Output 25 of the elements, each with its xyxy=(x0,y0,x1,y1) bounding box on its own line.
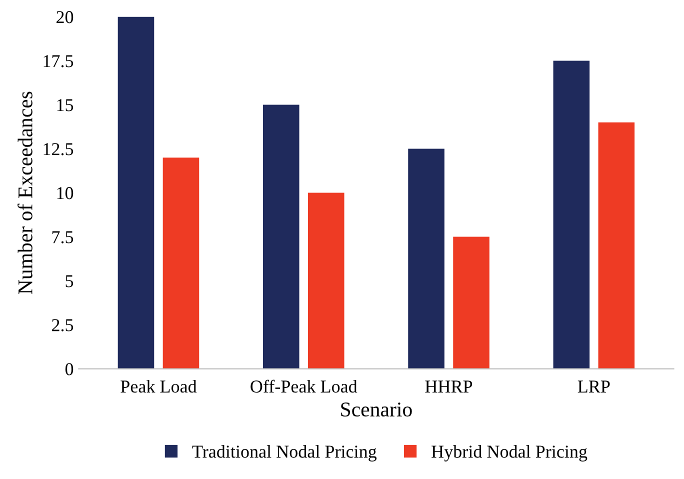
x-tick-label: LRP xyxy=(578,380,610,392)
legend-label: Hybrid Nodal Pricing xyxy=(432,445,588,462)
y-tick-label: 7.5 xyxy=(52,231,74,244)
x-axis-title: Scenario xyxy=(341,402,412,417)
y-tick-label: 0 xyxy=(65,363,74,376)
bar xyxy=(262,104,300,369)
x-tick-label: HHRP xyxy=(425,380,472,392)
bar xyxy=(408,148,444,369)
legend-label: Traditional Nodal Pricing xyxy=(192,445,377,462)
x-tick-label: Off-Peak Load xyxy=(250,380,358,393)
bar xyxy=(308,192,344,369)
y-tick-label: 5 xyxy=(66,275,74,288)
bar xyxy=(453,236,490,369)
y-tick-label: 12.5 xyxy=(44,143,74,156)
y-tick-label: 2.5 xyxy=(52,319,74,332)
bar xyxy=(553,60,590,369)
y-tick-label: 10 xyxy=(57,187,74,200)
y-tick-label: 15 xyxy=(57,99,74,112)
y-tick-label: 17.5 xyxy=(44,55,74,68)
y-axis-title: Number of Exceedances xyxy=(18,92,32,294)
y-tick-label: 20 xyxy=(56,11,74,24)
x-tick-label: Peak Load xyxy=(120,380,197,393)
bar xyxy=(118,16,154,369)
bar xyxy=(162,158,200,369)
bar xyxy=(598,122,635,369)
